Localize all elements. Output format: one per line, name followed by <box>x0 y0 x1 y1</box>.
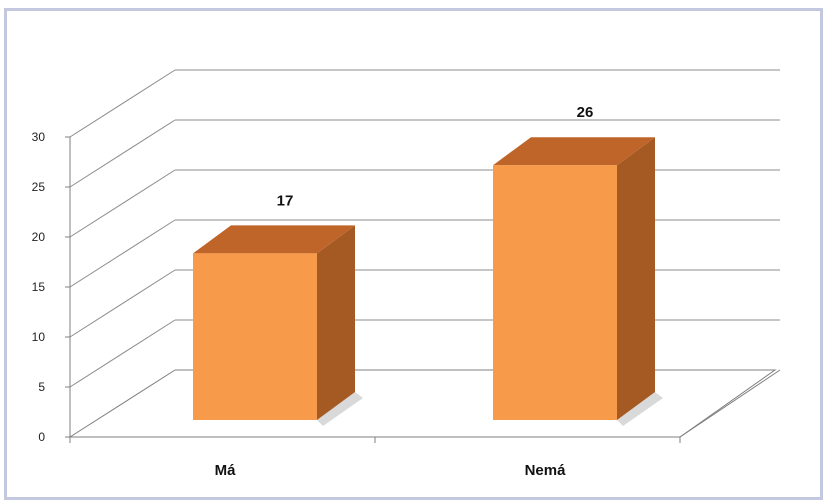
gridlines <box>69 69 780 388</box>
bar-Nemá <box>493 165 617 420</box>
data-label: 26 <box>577 104 594 121</box>
floor-outline <box>70 369 777 438</box>
x-category-label: Nemá <box>525 462 567 479</box>
bar-side-Má <box>317 225 355 420</box>
y-tick-label: 30 <box>32 130 46 144</box>
floor-right-edge <box>679 369 781 438</box>
bar-top-Nemá <box>493 137 655 166</box>
bar-shadow <box>317 392 363 426</box>
data-label: 17 <box>277 192 294 209</box>
gridline-diagonal <box>69 319 176 388</box>
floor-left-edge <box>69 369 176 438</box>
y-tick-label: 5 <box>38 380 45 394</box>
gridline-diagonal <box>69 69 176 138</box>
x-category-label: Má <box>215 462 236 479</box>
gridline-diagonal <box>69 219 176 288</box>
bar-shadow <box>617 392 663 426</box>
bar-Má <box>193 253 317 420</box>
y-tick-label: 20 <box>32 230 46 244</box>
bars <box>193 137 663 426</box>
bar-top-Má <box>193 225 355 254</box>
y-tick-label: 15 <box>32 280 46 294</box>
gridline-diagonal <box>69 169 176 238</box>
gridline-diagonal <box>69 269 176 338</box>
y-tick-label: 10 <box>32 330 46 344</box>
y-tick-label: 0 <box>38 430 45 444</box>
chart-frame <box>4 8 823 500</box>
bar-side-Nemá <box>617 137 655 420</box>
y-tick-label: 25 <box>32 180 46 194</box>
gridline-diagonal <box>69 119 176 188</box>
labels: 0 5 10 15 20 25 30 17 Má 26 Nemá <box>32 104 594 479</box>
axes <box>65 136 781 443</box>
